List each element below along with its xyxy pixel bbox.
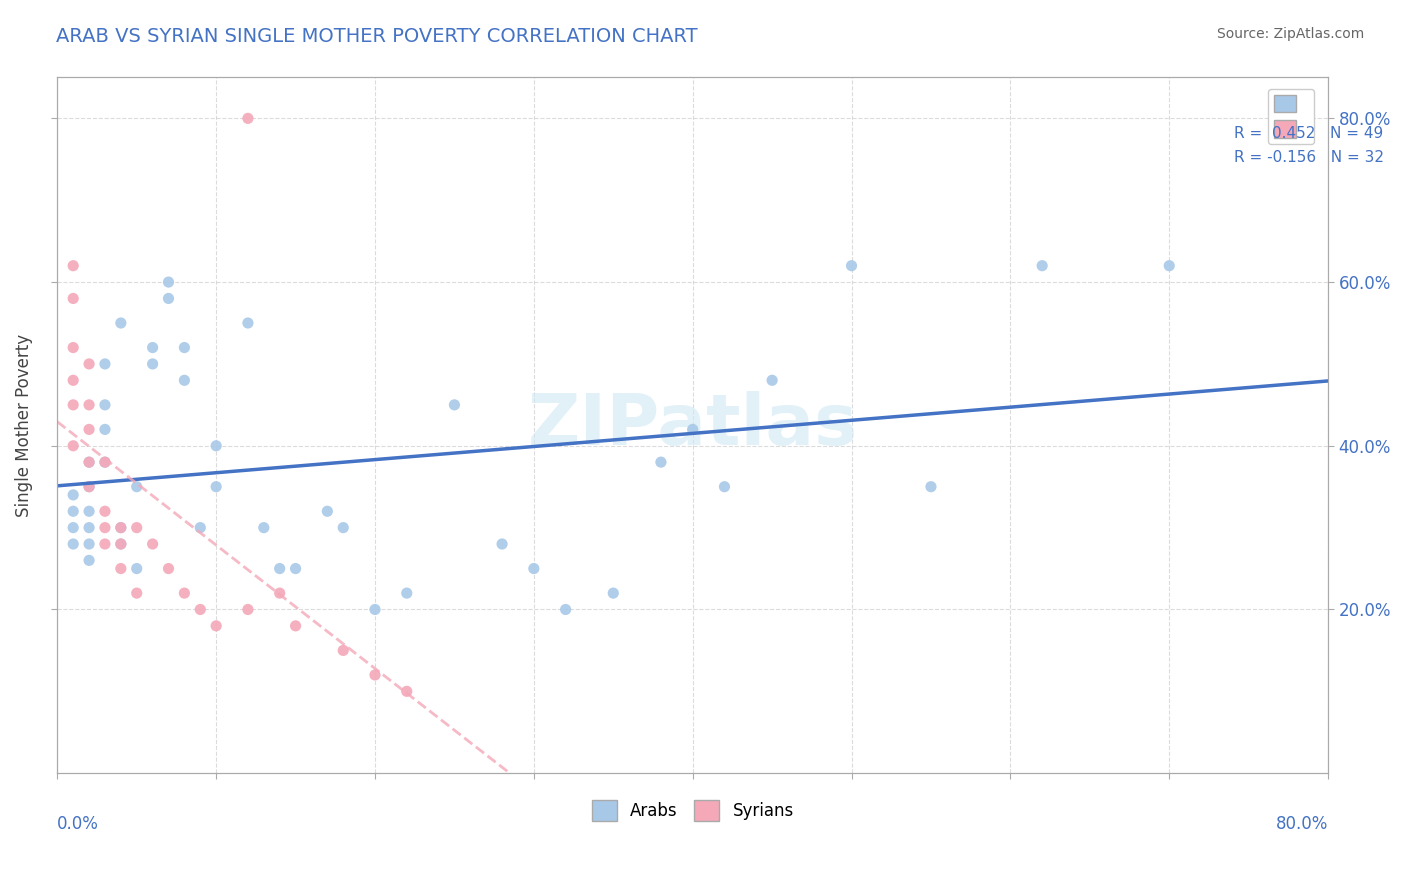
Text: Source: ZipAtlas.com: Source: ZipAtlas.com xyxy=(1216,27,1364,41)
Point xyxy=(188,602,211,616)
Point xyxy=(77,480,100,494)
Text: 80.0%: 80.0% xyxy=(1275,815,1329,833)
Point xyxy=(269,586,291,600)
Point xyxy=(110,537,132,551)
Point xyxy=(1031,259,1053,273)
Text: R =  0.452   N = 49: R = 0.452 N = 49 xyxy=(1234,126,1384,141)
Point xyxy=(77,398,100,412)
Point xyxy=(761,373,783,387)
Point xyxy=(602,586,624,600)
Point xyxy=(395,586,418,600)
Point xyxy=(62,398,84,412)
Text: ZIPatlas: ZIPatlas xyxy=(527,391,858,459)
Point xyxy=(77,553,100,567)
Point xyxy=(125,561,148,575)
Point xyxy=(253,521,276,535)
Text: 0.0%: 0.0% xyxy=(58,815,100,833)
Point xyxy=(920,480,942,494)
Point xyxy=(316,504,339,518)
Point xyxy=(77,480,100,494)
Point xyxy=(110,316,132,330)
Point xyxy=(94,504,117,518)
Point xyxy=(395,684,418,698)
Point xyxy=(157,275,180,289)
Point xyxy=(491,537,513,551)
Point xyxy=(523,561,546,575)
Point xyxy=(332,643,354,657)
Point xyxy=(205,480,228,494)
Point xyxy=(94,398,117,412)
Point xyxy=(94,521,117,535)
Point xyxy=(205,439,228,453)
Point xyxy=(364,602,387,616)
Point xyxy=(125,586,148,600)
Point xyxy=(77,455,100,469)
Point xyxy=(77,537,100,551)
Point xyxy=(713,480,735,494)
Point xyxy=(157,561,180,575)
Point xyxy=(332,521,354,535)
Point xyxy=(173,586,195,600)
Point xyxy=(554,602,576,616)
Point xyxy=(269,561,291,575)
Text: R = -0.156   N = 32: R = -0.156 N = 32 xyxy=(1234,151,1385,165)
Point xyxy=(142,357,165,371)
Point xyxy=(841,259,863,273)
Point xyxy=(125,480,148,494)
Y-axis label: Single Mother Poverty: Single Mother Poverty xyxy=(15,334,32,516)
Point xyxy=(110,521,132,535)
Point xyxy=(110,561,132,575)
Point xyxy=(77,521,100,535)
Point xyxy=(94,357,117,371)
Point xyxy=(94,422,117,436)
Point xyxy=(94,455,117,469)
Point xyxy=(62,373,84,387)
Point xyxy=(77,422,100,436)
Point xyxy=(236,602,259,616)
Legend: Arabs, Syrians: Arabs, Syrians xyxy=(585,794,800,828)
Point xyxy=(284,561,307,575)
Point xyxy=(142,341,165,355)
Point xyxy=(443,398,465,412)
Point xyxy=(157,292,180,306)
Point xyxy=(62,504,84,518)
Point xyxy=(77,504,100,518)
Point xyxy=(125,521,148,535)
Point xyxy=(110,537,132,551)
Point xyxy=(110,521,132,535)
Point xyxy=(62,341,84,355)
Point xyxy=(188,521,211,535)
Text: ARAB VS SYRIAN SINGLE MOTHER POVERTY CORRELATION CHART: ARAB VS SYRIAN SINGLE MOTHER POVERTY COR… xyxy=(56,27,697,45)
Point xyxy=(62,439,84,453)
Point xyxy=(94,537,117,551)
Point xyxy=(62,521,84,535)
Point xyxy=(77,455,100,469)
Point xyxy=(284,619,307,633)
Point xyxy=(142,537,165,551)
Point xyxy=(1159,259,1181,273)
Point xyxy=(173,373,195,387)
Point xyxy=(62,292,84,306)
Point xyxy=(236,112,259,126)
Point xyxy=(682,422,704,436)
Point xyxy=(62,259,84,273)
Point xyxy=(173,341,195,355)
Point xyxy=(236,316,259,330)
Point xyxy=(62,488,84,502)
Point xyxy=(205,619,228,633)
Point xyxy=(62,537,84,551)
Point xyxy=(77,357,100,371)
Point xyxy=(364,668,387,682)
Point xyxy=(94,455,117,469)
Point xyxy=(650,455,672,469)
